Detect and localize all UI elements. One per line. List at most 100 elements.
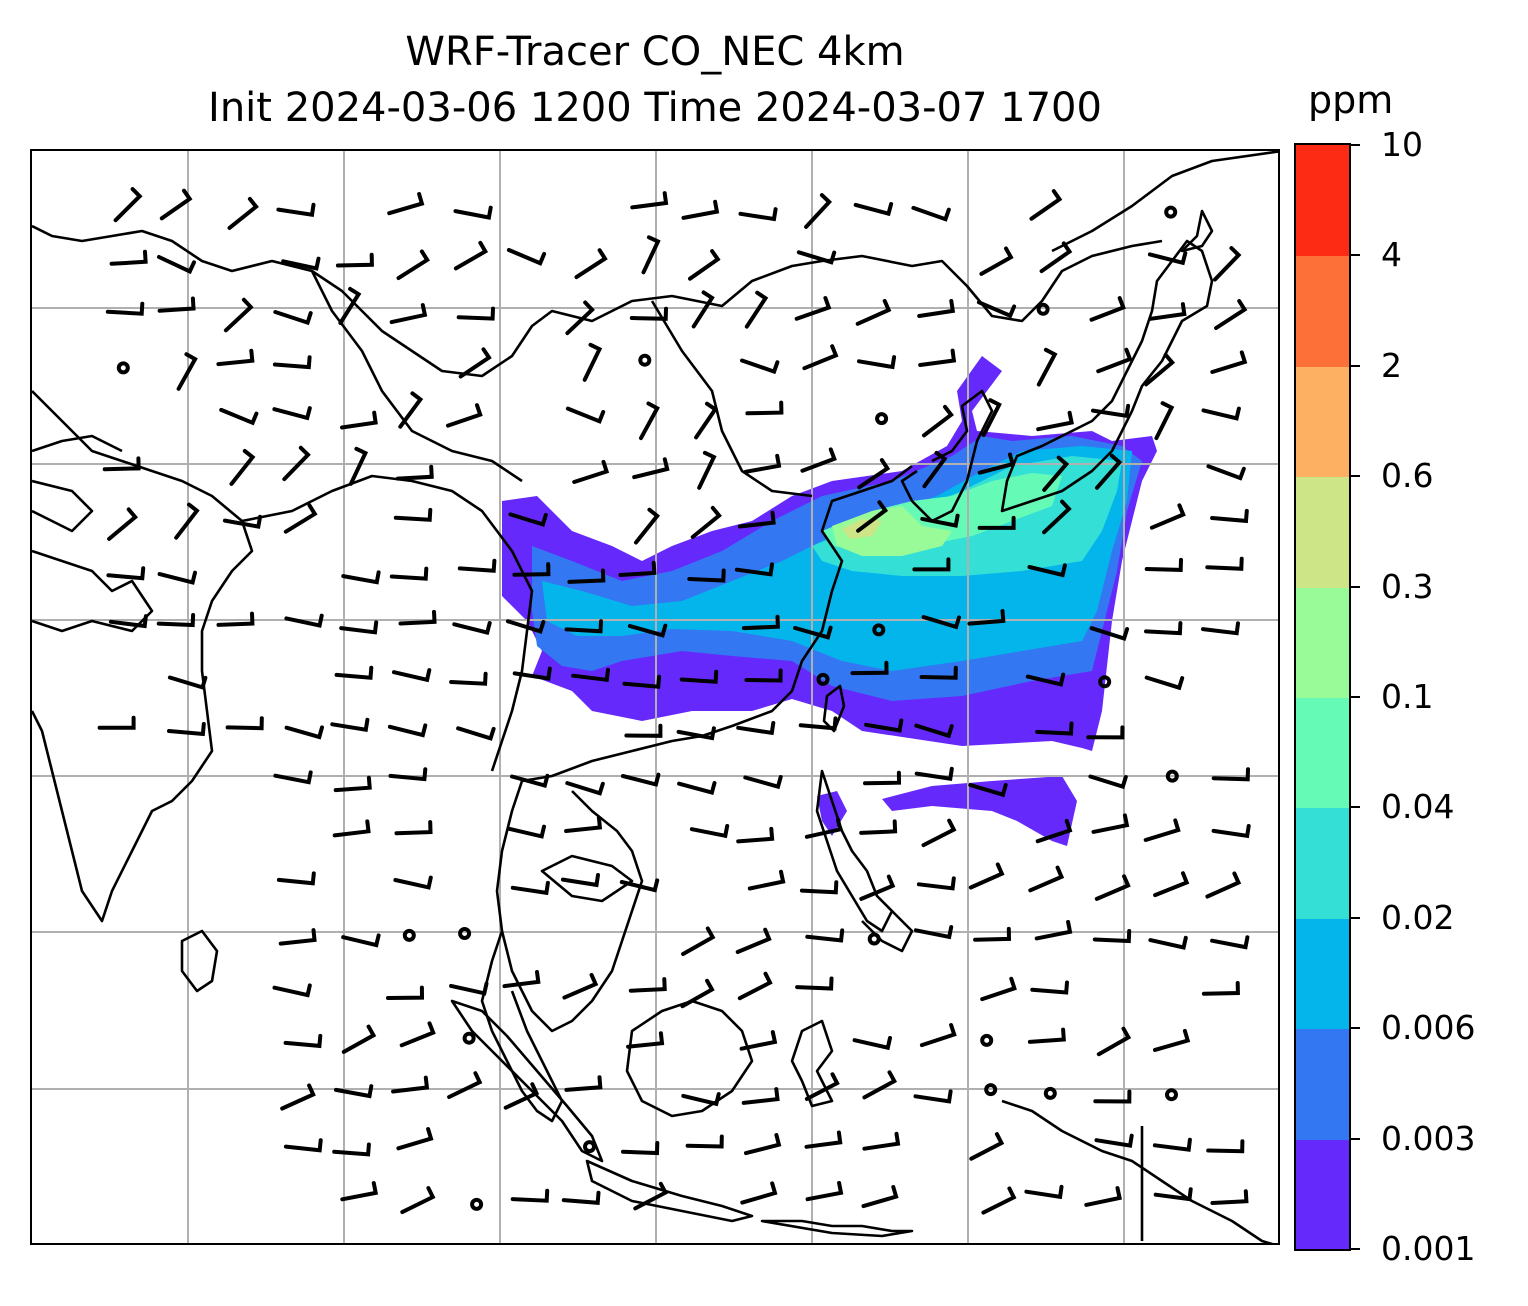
wind-barb xyxy=(1089,626,1130,642)
coastline-path xyxy=(1001,1099,1274,1243)
calm-wind-circle xyxy=(583,1140,596,1154)
wind-barb xyxy=(862,1070,898,1100)
wind-barb xyxy=(857,458,891,490)
wind-barb xyxy=(1210,935,1250,950)
wind-barb xyxy=(102,456,141,472)
wind-barb xyxy=(1036,410,1074,432)
colorbar-tick xyxy=(1351,364,1360,367)
wind-barb xyxy=(340,410,378,430)
wind-barb xyxy=(967,609,1006,626)
wind-barb xyxy=(1205,556,1244,571)
wind-barb xyxy=(505,619,546,634)
coastline-path xyxy=(540,854,634,903)
wind-barb xyxy=(276,871,316,886)
calm-wind-circle xyxy=(1165,769,1179,783)
wind-barb xyxy=(1147,251,1188,266)
wind-barb xyxy=(340,1181,379,1202)
wind-barb xyxy=(396,1127,434,1151)
wind-barb xyxy=(562,972,599,1000)
wind-barb xyxy=(918,348,957,367)
wind-barb xyxy=(1201,981,1240,996)
wind-barb xyxy=(855,298,892,326)
wind-barb xyxy=(222,514,263,529)
coastline-path xyxy=(822,684,846,733)
colorbar-segment xyxy=(1296,1028,1349,1140)
wind-barb xyxy=(174,502,200,540)
wind-barb xyxy=(216,611,255,627)
colorbar-tick xyxy=(1351,1027,1360,1030)
wind-barb xyxy=(641,235,661,275)
wind-barb xyxy=(1096,347,1133,374)
wind-barb xyxy=(736,826,775,844)
coastline-path xyxy=(480,930,564,1123)
colorbar-tick xyxy=(1351,475,1360,478)
wind-barb xyxy=(639,401,660,441)
wind-barb xyxy=(281,256,321,271)
wind-barb xyxy=(341,570,381,585)
wind-barb xyxy=(919,1023,957,1048)
wind-barb xyxy=(389,303,428,325)
wind-barb xyxy=(393,875,433,890)
wind-barb xyxy=(681,926,716,956)
wind-barb xyxy=(341,1024,377,1054)
wind-barb xyxy=(510,1188,550,1203)
wind-barb xyxy=(396,249,430,281)
wind-barb xyxy=(446,403,483,428)
calm-wind-circle xyxy=(984,1083,998,1097)
wind-barb xyxy=(1024,1184,1064,1200)
wind-barb xyxy=(922,404,954,438)
coastline-path xyxy=(585,1159,754,1223)
colorbar-segment xyxy=(1296,1138,1349,1249)
wind-barb xyxy=(223,297,254,333)
wind-barb xyxy=(734,562,774,577)
wind-barb xyxy=(282,445,311,482)
wind-barb xyxy=(560,873,600,888)
wind-barb xyxy=(913,925,954,940)
wind-barb xyxy=(1095,453,1123,490)
wind-barb xyxy=(564,619,603,634)
wind-barb xyxy=(278,928,317,946)
wind-barb xyxy=(911,205,951,222)
wind-barb xyxy=(980,976,1017,1002)
map-panel[interactable] xyxy=(30,149,1280,1245)
wind-barb xyxy=(334,665,374,680)
wind-barb xyxy=(1029,189,1063,221)
wind-barb xyxy=(1210,508,1249,524)
coastline-path xyxy=(495,780,644,1033)
colorbar-segment xyxy=(1296,255,1349,367)
wind-barb xyxy=(506,824,546,839)
colorbar xyxy=(1294,143,1351,1251)
wind-barb xyxy=(398,609,437,626)
wind-barb xyxy=(1205,871,1242,899)
wind-barb xyxy=(912,557,951,572)
wind-barb xyxy=(456,726,496,741)
wind-barb xyxy=(1144,557,1183,572)
wind-barb xyxy=(572,459,610,484)
wind-barb xyxy=(1154,401,1175,441)
wind-barb xyxy=(167,675,208,690)
calm-wind-circle xyxy=(1164,205,1178,219)
wind-barb xyxy=(914,723,954,739)
wind-barb xyxy=(741,614,780,631)
wind-barb xyxy=(341,933,381,948)
colorbar-tick-label: 0.02 xyxy=(1381,897,1455,937)
wind-barb xyxy=(157,570,197,585)
wind-barb xyxy=(1213,246,1242,282)
wind-barb xyxy=(794,296,832,321)
coastline-path xyxy=(1180,209,1214,253)
calm-wind-circle xyxy=(980,1033,994,1047)
wind-barb xyxy=(800,447,837,473)
wind-barb xyxy=(1088,774,1128,790)
coastline-path xyxy=(450,999,604,1163)
wind-barb xyxy=(681,1092,721,1107)
colorbar-segment xyxy=(1296,807,1349,919)
calm-wind-circle xyxy=(1036,302,1050,316)
calm-wind-circle xyxy=(1098,675,1112,689)
wind-barb xyxy=(113,187,143,223)
wind-barb xyxy=(685,1134,724,1149)
wind-barb xyxy=(1210,1189,1249,1205)
wind-barb xyxy=(338,286,362,325)
wind-barb xyxy=(332,819,371,838)
wind-barb xyxy=(1149,503,1186,530)
calm-wind-circle xyxy=(1043,1086,1057,1100)
